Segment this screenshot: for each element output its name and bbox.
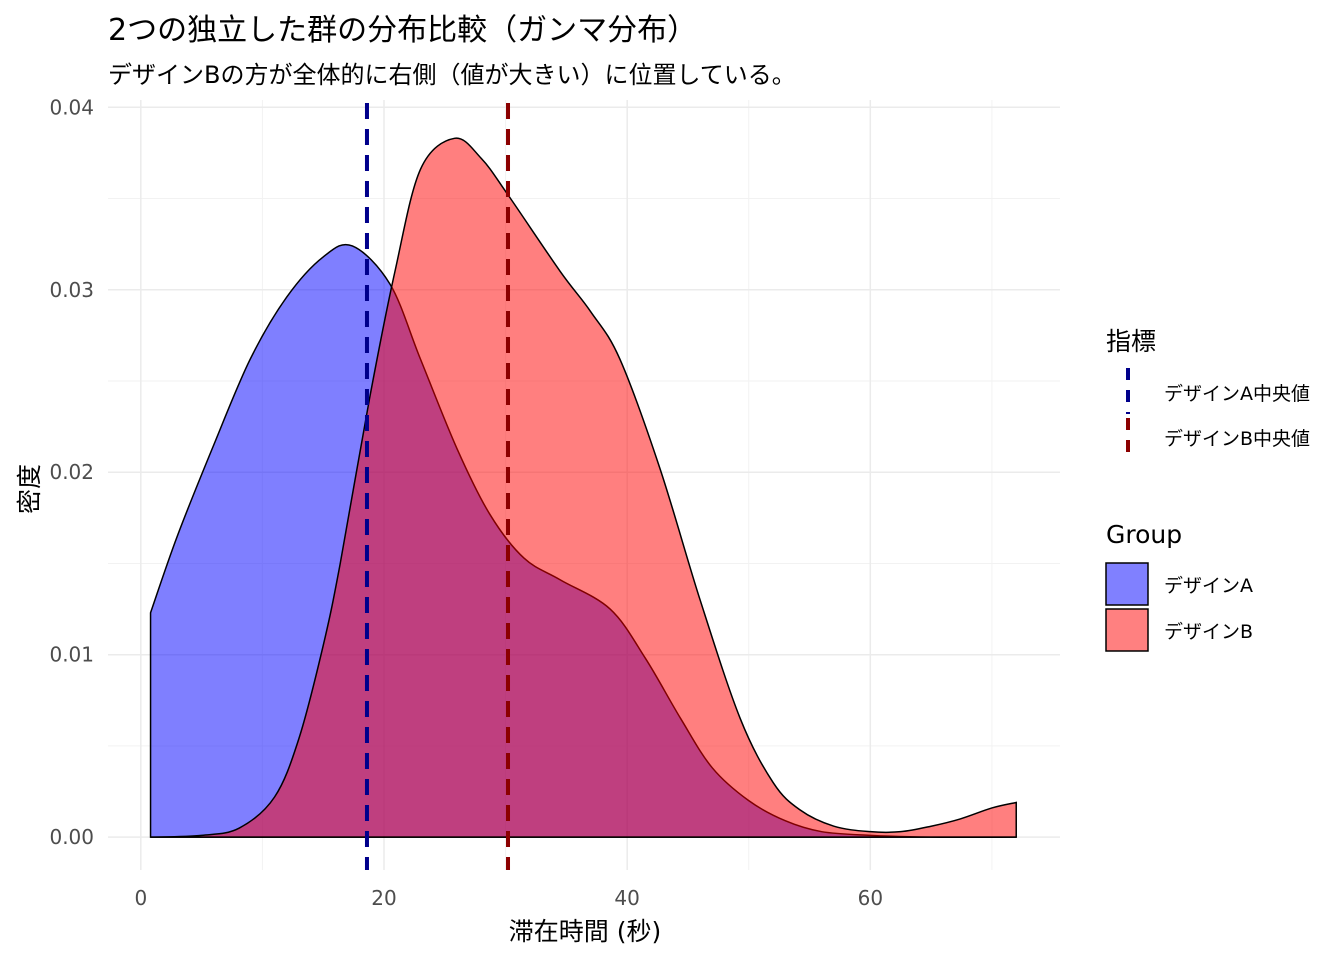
- x-tick-label: 40: [614, 886, 639, 910]
- legend-title-metric: 指標: [1106, 327, 1156, 356]
- chart-subtitle: デザインBの方が全体的に右側（値が大きい）に位置している。: [108, 61, 796, 89]
- x-axis-label: 滞在時間 (秒): [509, 917, 661, 946]
- y-axis-label: 密度: [15, 464, 44, 514]
- legend-title-group: Group: [1106, 520, 1182, 549]
- y-tick-label: 0.01: [49, 643, 94, 667]
- ticks: 0 20 40 60 0.00 0.01 0.02 0.03 0.04: [49, 95, 883, 910]
- y-tick-label: 0.02: [49, 460, 94, 484]
- y-tick-label: 0.03: [49, 278, 94, 302]
- legend-label-median-b: デザインB中央値: [1164, 428, 1310, 450]
- legend-label-design-a: デザインA: [1164, 575, 1253, 597]
- legend-swatch-design-a: [1105, 562, 1149, 606]
- x-tick-label: 0: [134, 886, 147, 910]
- y-tick-label: 0.00: [49, 825, 94, 849]
- median-lines: [364, 103, 511, 870]
- x-tick-label: 20: [371, 886, 396, 910]
- legend-label-design-b: デザインB: [1164, 621, 1253, 643]
- x-tick-label: 60: [858, 886, 883, 910]
- density-areas: [149, 137, 1017, 839]
- chart-title: 2つの独立した群の分布比較（ガンマ分布）: [108, 13, 697, 48]
- legend-swatch-design-b: [1105, 608, 1149, 652]
- y-tick-label: 0.04: [49, 95, 94, 119]
- legend-label-median-a: デザインA中央値: [1164, 383, 1310, 405]
